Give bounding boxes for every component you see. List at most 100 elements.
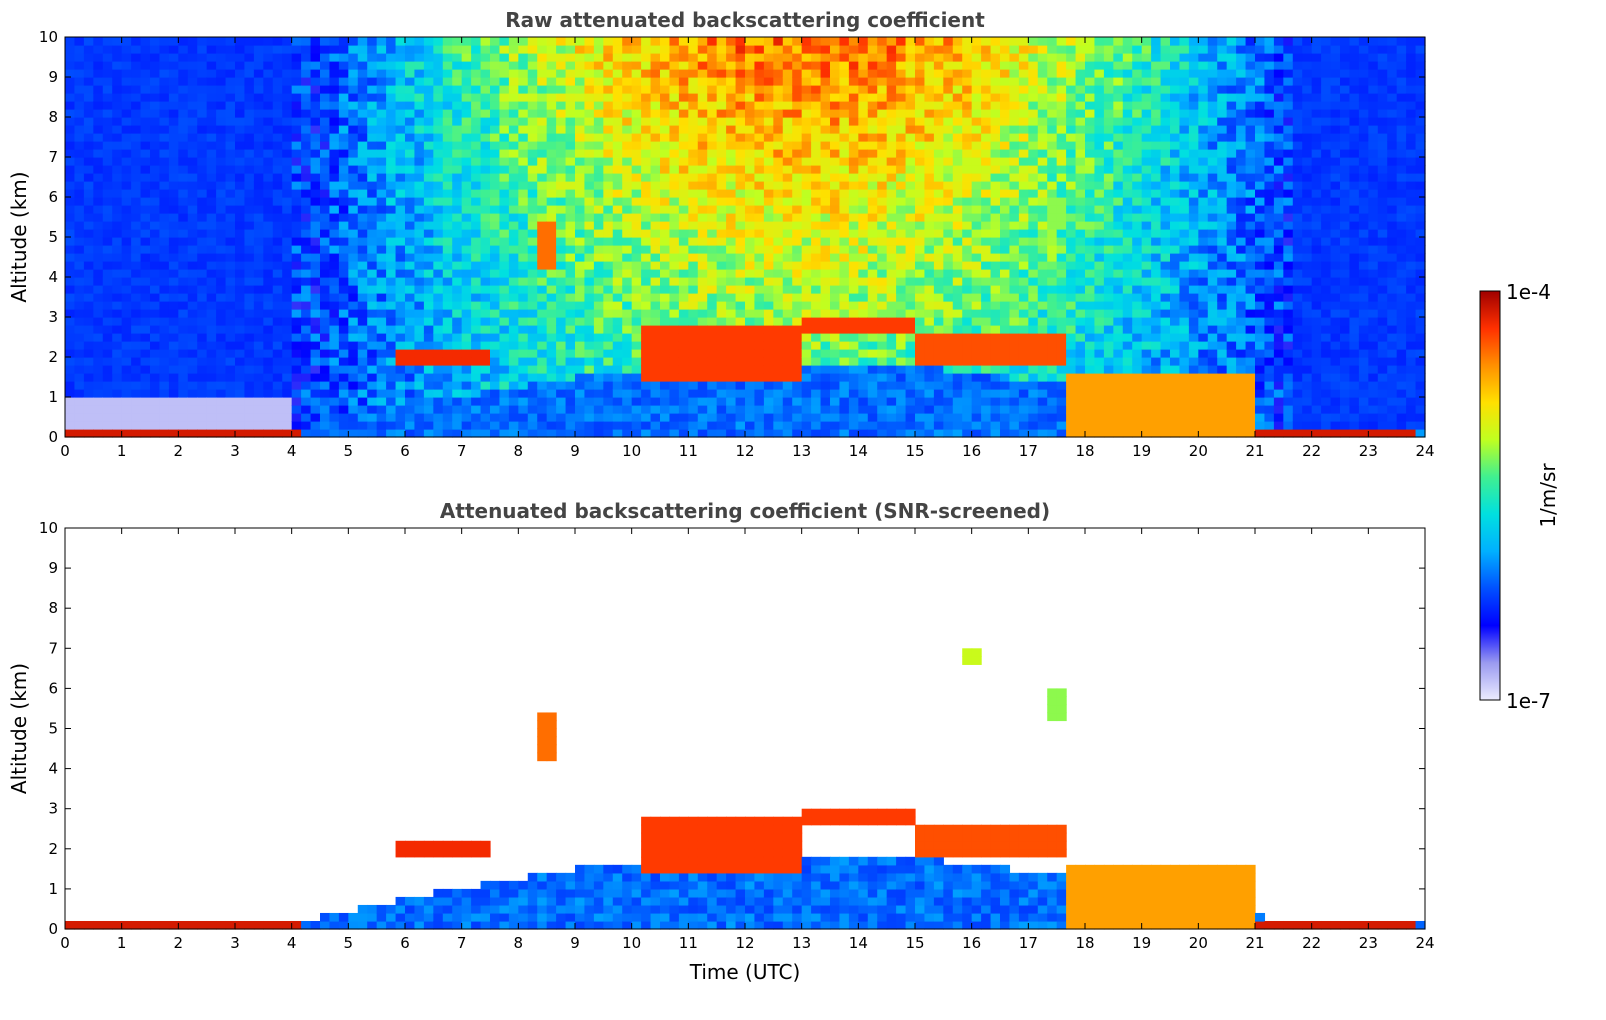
heatmap-cell — [386, 93, 397, 102]
heatmap-cell — [886, 133, 897, 142]
heatmap-cell — [754, 85, 765, 94]
heatmap-cell — [830, 165, 841, 174]
heatmap-cell — [905, 317, 916, 326]
heatmap-cell — [943, 293, 954, 302]
heatmap-cell — [527, 205, 538, 214]
heatmap-cell — [499, 261, 510, 270]
heatmap-cell — [320, 165, 331, 174]
heatmap-cell — [952, 421, 963, 430]
heatmap-cell — [660, 197, 671, 206]
heatmap-cell — [622, 261, 633, 270]
heatmap-cell — [386, 45, 397, 54]
heatmap-cell — [301, 285, 312, 294]
heatmap-cell — [669, 373, 680, 382]
heatmap-cell — [480, 205, 491, 214]
heatmap-cell — [320, 77, 331, 86]
heatmap-cell — [565, 77, 576, 86]
heatmap-cell — [140, 389, 151, 398]
heatmap-cell — [216, 357, 227, 366]
heatmap-cell — [660, 117, 671, 126]
heatmap-cell — [320, 125, 331, 134]
heatmap-cell — [235, 245, 246, 254]
heatmap-cell — [546, 173, 557, 182]
heatmap-cell — [414, 253, 425, 262]
heatmap-cell — [773, 173, 784, 182]
heatmap-cell — [546, 421, 557, 430]
heatmap-cell — [414, 133, 425, 142]
heatmap-cell — [367, 397, 378, 406]
heatmap-cell — [546, 213, 557, 222]
heatmap-cell — [178, 309, 189, 318]
heatmap-cell — [584, 125, 595, 134]
heatmap-cell — [905, 221, 916, 230]
heatmap-cell — [83, 333, 94, 342]
heatmap-cell — [830, 285, 841, 294]
heatmap-cell — [612, 53, 623, 62]
heatmap-cell — [962, 93, 973, 102]
heatmap-cell — [631, 365, 642, 374]
heatmap-cell — [565, 133, 576, 142]
heatmap-cell — [981, 253, 992, 262]
heatmap-cell — [159, 245, 170, 254]
heatmap-cell — [395, 269, 406, 278]
heatmap-cell — [962, 133, 973, 142]
heatmap-cell — [310, 429, 321, 438]
heatmap-cell — [678, 189, 689, 198]
heatmap-cell — [168, 221, 179, 230]
heatmap-cell — [735, 53, 746, 62]
heatmap-cell — [357, 117, 368, 126]
heatmap-cell — [886, 429, 897, 438]
heatmap-cell — [216, 69, 227, 78]
heatmap-cell — [943, 109, 954, 118]
heatmap-cell — [414, 69, 425, 78]
heatmap-cell — [480, 389, 491, 398]
heatmap-cell — [527, 45, 538, 54]
heatmap-cell — [499, 245, 510, 254]
heatmap-cell — [952, 93, 963, 102]
heatmap-cell — [225, 333, 236, 342]
heatmap-cell — [414, 197, 425, 206]
heatmap-cell — [329, 93, 340, 102]
heatmap-cell — [537, 229, 548, 238]
heatmap-cell — [159, 101, 170, 110]
heatmap-cell — [74, 85, 85, 94]
heatmap-cell — [688, 37, 699, 46]
heatmap-cell — [121, 389, 132, 398]
heatmap-cell — [320, 317, 331, 326]
heatmap-cell — [386, 189, 397, 198]
heatmap-cell — [225, 85, 236, 94]
heatmap-cell — [168, 253, 179, 262]
heatmap-cell — [197, 253, 208, 262]
heatmap-cell — [376, 189, 387, 198]
heatmap-cell — [263, 205, 274, 214]
heatmap-cell — [820, 357, 831, 366]
heatmap-cell — [235, 221, 246, 230]
heatmap-cell — [792, 109, 803, 118]
heatmap-cell — [338, 309, 349, 318]
heatmap-cell — [773, 117, 784, 126]
heatmap-cell — [801, 237, 812, 246]
heatmap-cell — [537, 381, 548, 390]
heatmap-cell — [697, 189, 708, 198]
heatmap-cell — [811, 101, 822, 110]
heatmap-cell — [678, 365, 689, 374]
heatmap-cell — [622, 373, 633, 382]
heatmap-cell — [235, 381, 246, 390]
heatmap-cell — [697, 421, 708, 430]
heatmap-cell — [121, 293, 132, 302]
heatmap-cell — [433, 333, 444, 342]
heatmap-cell — [376, 421, 387, 430]
heatmap-cell — [933, 277, 944, 286]
heatmap-cell — [405, 165, 416, 174]
heatmap-cell — [395, 413, 406, 422]
heatmap-cell — [593, 269, 604, 278]
heatmap-cell — [546, 181, 557, 190]
heatmap-cell — [697, 53, 708, 62]
heatmap-cell — [235, 229, 246, 238]
heatmap-cell — [395, 157, 406, 166]
heatmap-cell — [858, 293, 869, 302]
heatmap-cell — [499, 229, 510, 238]
heatmap-cell — [121, 85, 132, 94]
heatmap-cell — [405, 229, 416, 238]
